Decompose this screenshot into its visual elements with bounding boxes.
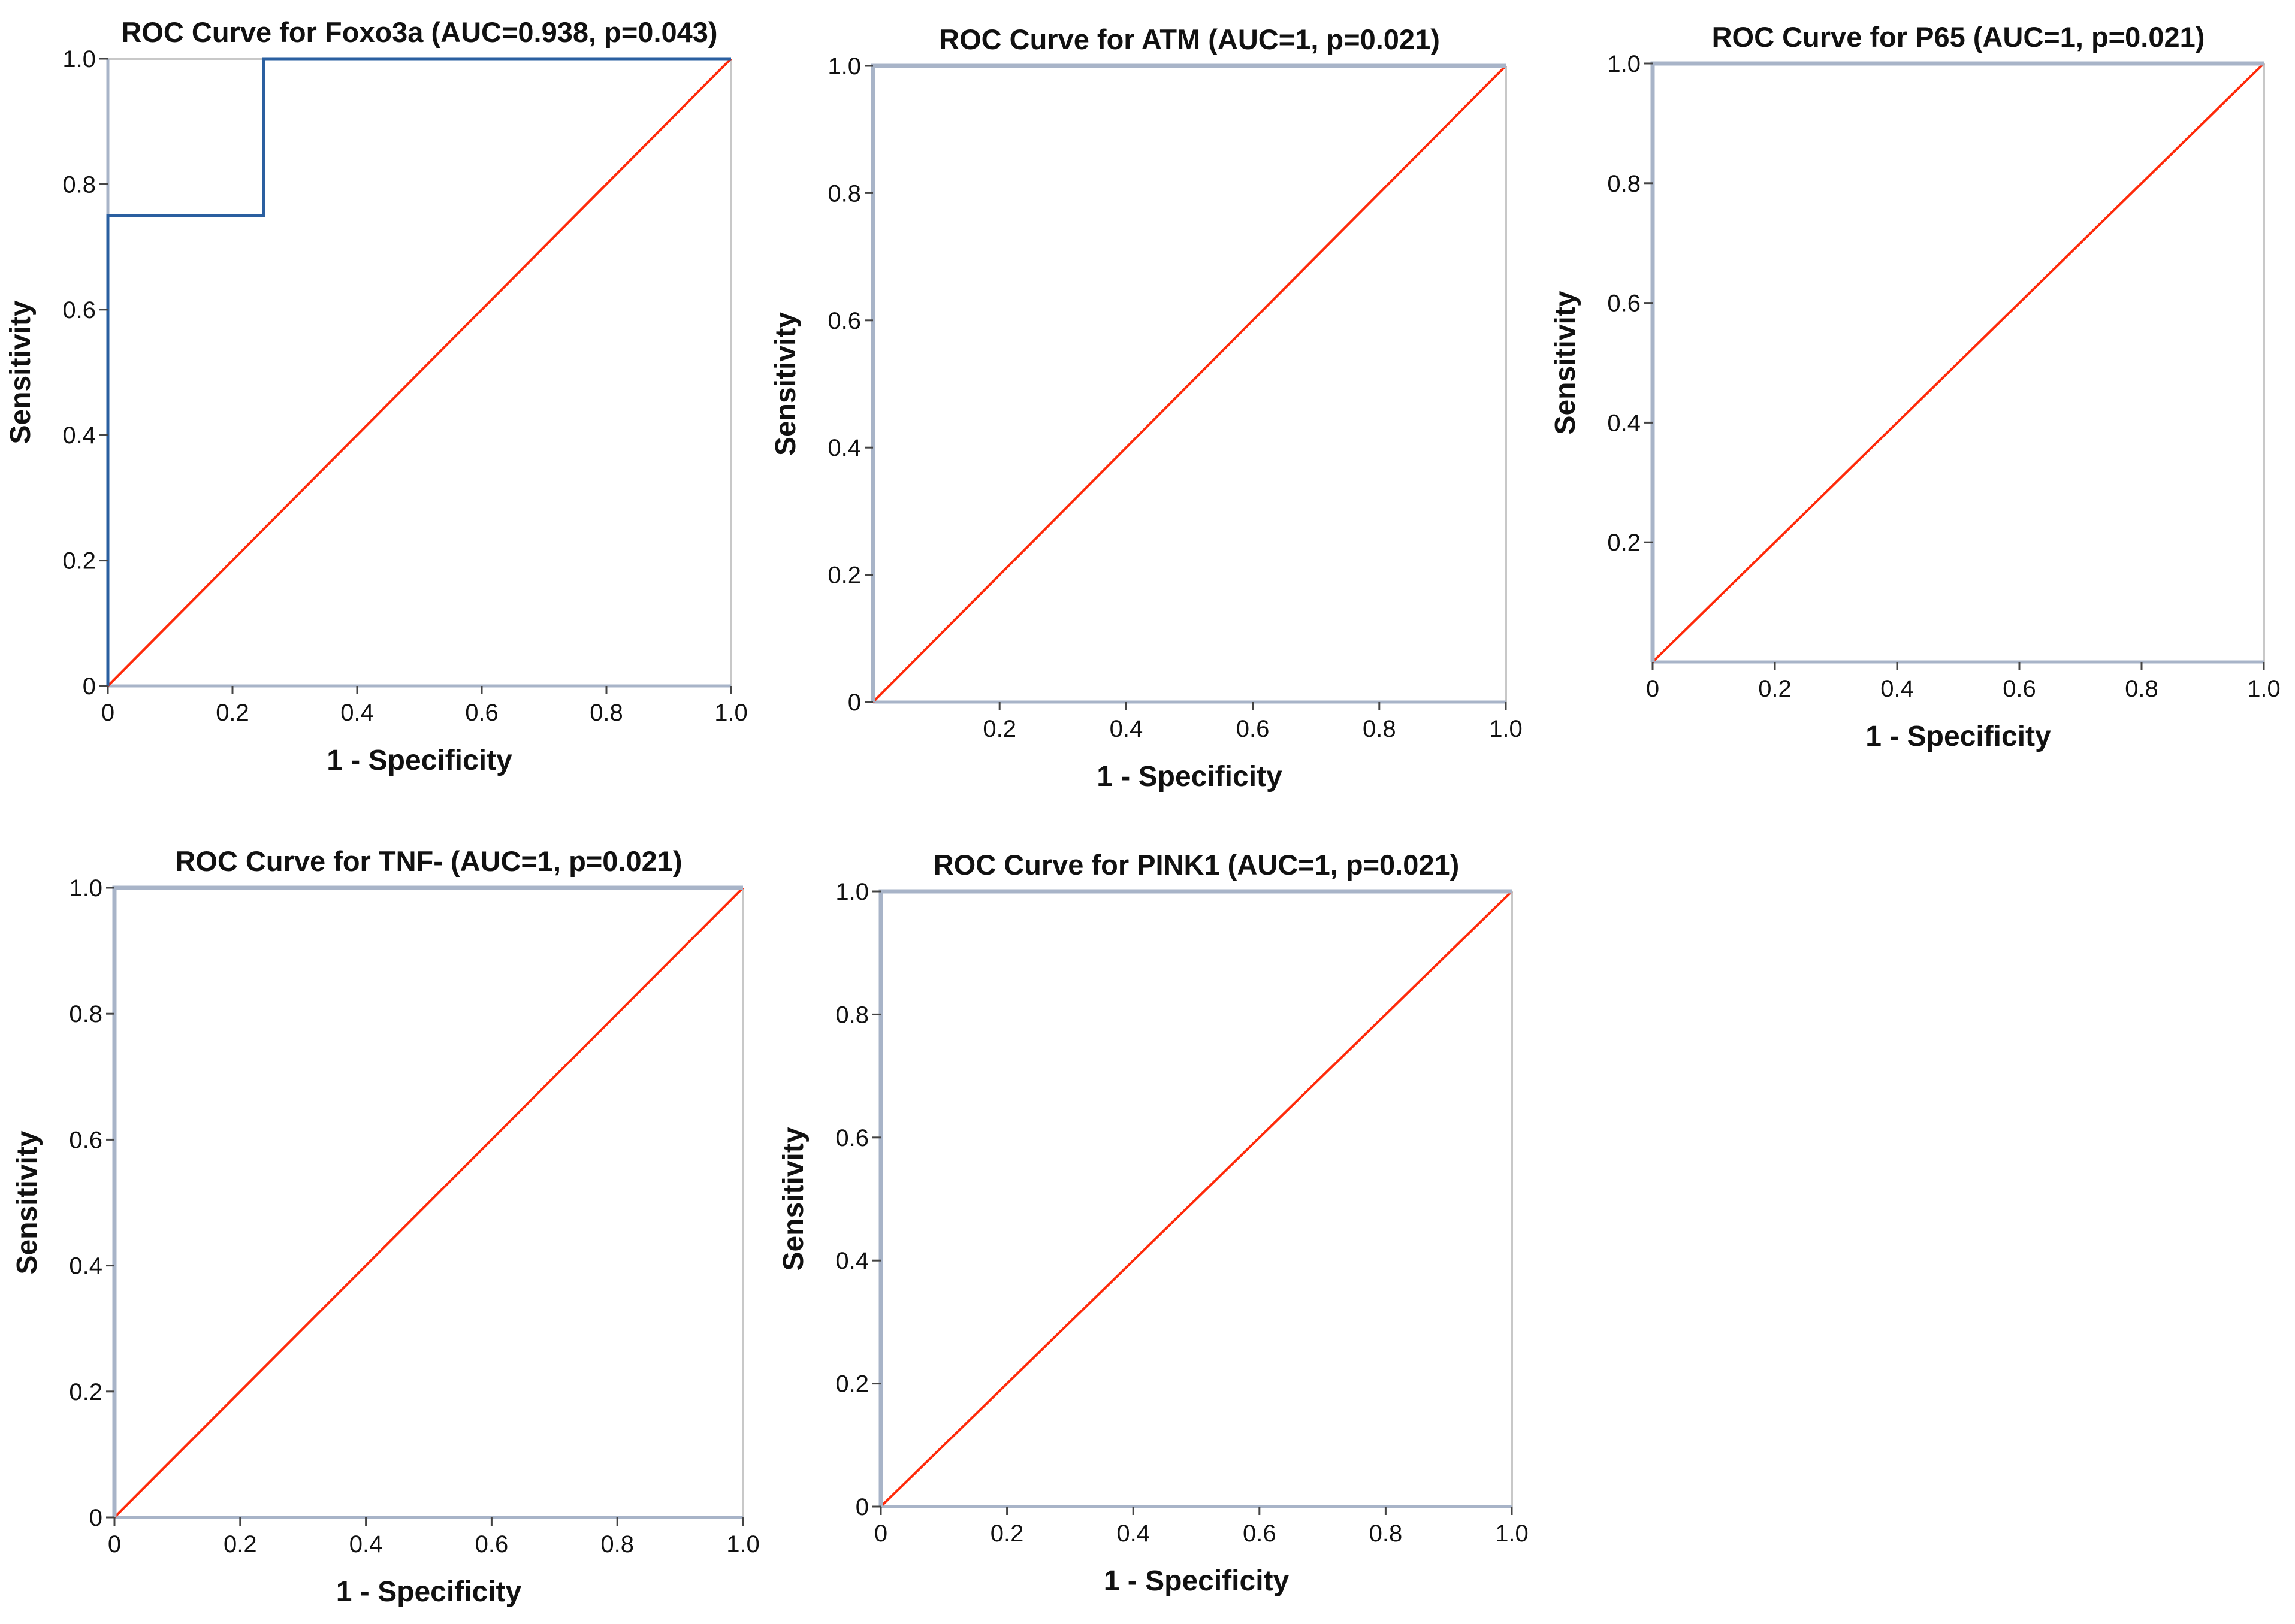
y-tick-label: 0	[848, 689, 861, 716]
y-tick-label: 0.8	[62, 171, 96, 198]
reference-line	[872, 65, 1507, 703]
x-tick-label: 0.4	[1116, 1520, 1150, 1547]
x-tick-label: 0.6	[1243, 1520, 1276, 1547]
y-tick-label: 0.8	[1607, 171, 1641, 197]
x-tick-label: 0.6	[465, 700, 499, 726]
reference-line	[1651, 62, 2265, 663]
y-tick-label: 0.2	[69, 1379, 102, 1405]
x-tick-label: 0.8	[1363, 716, 1396, 742]
y-tick-label: 0.4	[835, 1248, 869, 1274]
x-tick-label: 0.6	[2003, 676, 2036, 702]
chart-title: ROC Curve for Foxo3a (AUC=0.938, p=0.043…	[121, 16, 717, 48]
x-tick-label: 0.2	[1758, 676, 1792, 702]
y-tick-label: 0.6	[835, 1125, 869, 1151]
x-tick-label: 0	[874, 1520, 887, 1547]
y-tick-label: 0.2	[835, 1371, 869, 1398]
y-tick-label: 0.2	[1607, 530, 1641, 556]
y-tick-label: 0.6	[1607, 291, 1641, 317]
x-axis-label: 1 - Specificity	[1104, 1565, 1290, 1597]
y-tick-label: 0	[89, 1505, 102, 1531]
x-tick-label: 0.8	[600, 1531, 634, 1558]
y-axis-label: Sensitivity	[770, 312, 802, 456]
y-tick-label: 0	[83, 673, 96, 700]
x-tick-label: 1.0	[726, 1531, 760, 1558]
y-tick-label: 0.4	[62, 422, 96, 449]
x-axis-label: 1 - Specificity	[1865, 721, 2051, 752]
x-tick-label: 0.8	[1369, 1520, 1403, 1547]
x-tick-label: 0	[101, 700, 114, 726]
x-tick-label: 1.0	[714, 700, 748, 726]
x-axis-label: 1 - Specificity	[327, 745, 512, 776]
x-tick-label: 1.0	[1489, 716, 1523, 742]
x-tick-label: 0.4	[340, 700, 374, 726]
y-tick-label: 0	[856, 1494, 869, 1520]
x-tick-label: 0.2	[983, 716, 1016, 742]
y-tick-label: 0.4	[1607, 410, 1641, 436]
y-tick-label: 0.6	[62, 297, 96, 323]
chart-title: ROC Curve for P65 (AUC=1, p=0.021)	[1712, 21, 2205, 53]
roc-curve-line	[106, 57, 731, 686]
x-axis-label: 1 - Specificity	[336, 1576, 522, 1608]
y-tick-label: 1.0	[835, 879, 869, 905]
y-tick-label: 1.0	[69, 875, 102, 902]
y-axis-label: Sensitivity	[5, 300, 37, 444]
roc-chart-foxo3a: 0 0.2 0.4 0.6 0.8 1.0 0 0.2 0.4 0.6 0.8 1.0 ROC Curv…	[5, 16, 748, 776]
x-tick-label: 0.4	[349, 1531, 383, 1558]
x-tick-label: 0.6	[475, 1531, 509, 1558]
x-tick-label: 0.2	[216, 700, 249, 726]
y-axis-label: Sensitivity	[11, 1130, 43, 1274]
y-tick-label: 0.4	[69, 1253, 102, 1280]
x-axis-label: 1 - Specificity	[1097, 761, 1282, 793]
x-tick-label: 0.2	[991, 1520, 1024, 1547]
y-tick-label: 0.6	[69, 1127, 102, 1153]
reference-line	[880, 890, 1513, 1508]
chart-title: ROC Curve for ATM (AUC=1, p=0.021)	[939, 23, 1440, 55]
chart-title: ROC Curve for TNF- (AUC=1, p=0.021)	[175, 845, 682, 877]
x-tick-label: 1.0	[2247, 676, 2281, 702]
y-tick-label: 0.2	[62, 548, 96, 574]
roc-chart-p65: 0 0.2 0.4 0.6 0.8 1.0 0.2 0.4 0.6 0.8 1.0 ROC Curve…	[1550, 21, 2281, 752]
x-tick-label: 0.8	[2125, 676, 2158, 702]
y-tick-label: 0.2	[828, 562, 861, 589]
x-tick-label: 0.6	[1236, 716, 1270, 742]
y-axis-label: Sensitivity	[778, 1127, 810, 1271]
x-tick-label: 0.8	[590, 700, 623, 726]
y-tick-label: 1.0	[62, 46, 96, 72]
y-tick-label: 0.8	[835, 1002, 869, 1028]
y-axis-label: Sensitivity	[1550, 291, 1581, 434]
x-tick-label: 0.4	[1880, 676, 1914, 702]
roc-chart-tnf: 0 0.2 0.4 0.6 0.8 1.0 0 0.2 0.4 0.6 0.8 1.0 ROC Curv…	[11, 845, 760, 1608]
reference-line	[113, 887, 744, 1519]
reference-line	[107, 58, 732, 687]
y-tick-label: 1.0	[1607, 51, 1641, 77]
x-tick-label: 0	[1646, 676, 1659, 702]
x-tick-label: 1.0	[1495, 1520, 1529, 1547]
x-tick-label: 0.2	[224, 1531, 257, 1558]
roc-chart-pink1: 0 0.2 0.4 0.6 0.8 1.0 0 0.2 0.4 0.6 0.8 1.0 ROC Curv…	[778, 849, 1529, 1597]
y-tick-label: 1.0	[828, 53, 861, 80]
x-tick-label: 0.4	[1110, 716, 1143, 742]
y-tick-label: 0.4	[828, 435, 861, 461]
roc-chart-atm: 0.2 0.4 0.6 0.8 1.0 0 0.2 0.4 0.6 0.8 1.0 ROC Curve…	[770, 23, 1523, 793]
chart-title: ROC Curve for PINK1 (AUC=1, p=0.021)	[934, 849, 1460, 881]
y-tick-label: 0.8	[69, 1001, 102, 1027]
x-tick-label: 0	[108, 1531, 121, 1558]
y-tick-label: 0.6	[828, 308, 861, 334]
y-tick-label: 0.8	[828, 180, 861, 207]
